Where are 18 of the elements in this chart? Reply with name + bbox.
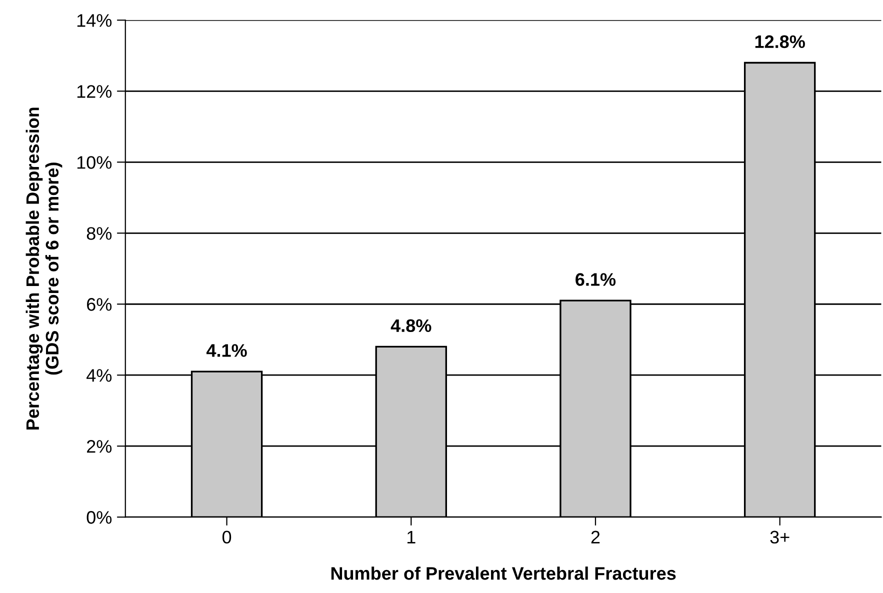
y-tick-label: 10% xyxy=(77,156,112,169)
y-tick-label: 2% xyxy=(87,440,112,453)
y-axis-title: Percentage with Probable Depression (GDS score of 6 or more) xyxy=(26,108,62,430)
x-tick-label: 2 xyxy=(591,530,600,544)
y-tick-label: 4% xyxy=(86,369,112,382)
x-tick-label: 0 xyxy=(222,530,232,544)
y-tick-label: 0% xyxy=(86,511,112,524)
y-tick-label: 14% xyxy=(77,14,112,27)
x-axis-title: Number of Prevalent Vertebral Fractures xyxy=(331,566,676,580)
data-label: 6.1% xyxy=(576,273,616,286)
y-tick-label: 6% xyxy=(87,298,112,311)
x-tick-label: 3+ xyxy=(770,530,790,544)
data-label: 12.8% xyxy=(755,35,805,48)
data-label: 4.8% xyxy=(390,319,432,332)
x-tick-label: 1 xyxy=(407,530,416,544)
y-tick-label: 8% xyxy=(86,227,112,240)
y-tick-label: 12% xyxy=(77,85,112,98)
data-label: 4.1% xyxy=(206,344,247,357)
